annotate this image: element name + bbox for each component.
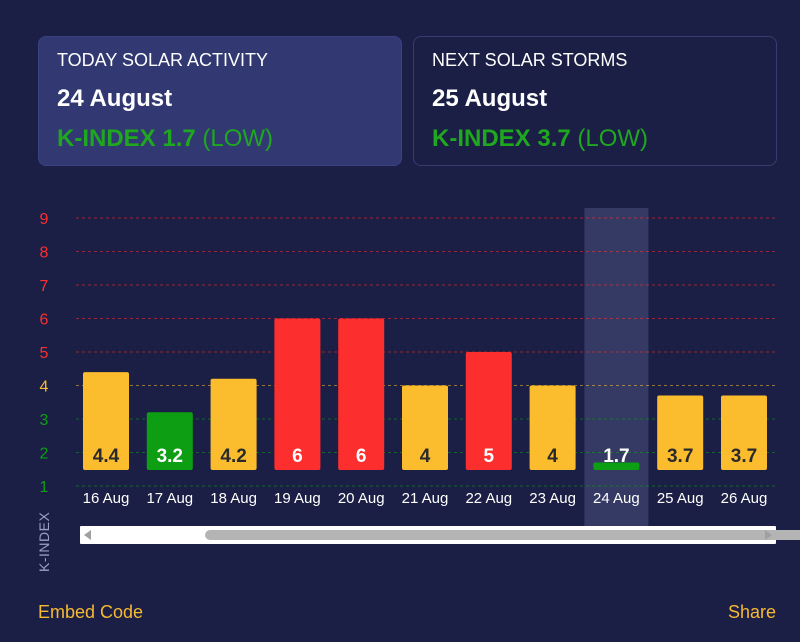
y-tick-label: 9 bbox=[40, 211, 49, 228]
next-card-level: (LOW) bbox=[577, 125, 649, 152]
bar-value-label: 6 bbox=[356, 446, 367, 467]
bar bbox=[146, 412, 193, 470]
next-solar-storms-card: NEXT SOLAR STORMS 25 August K-INDEX 3.7 … bbox=[413, 36, 777, 166]
today-solar-activity-card: TODAY SOLAR ACTIVITY 24 August K-INDEX 1… bbox=[38, 36, 402, 166]
today-card-kindex: K-INDEX 1.7 bbox=[57, 125, 196, 152]
bar-value-label: 4 bbox=[547, 446, 558, 467]
scroll-left-arrow-icon[interactable] bbox=[84, 530, 91, 540]
today-card-date: 24 August bbox=[57, 85, 173, 112]
scroll-thumb[interactable] bbox=[205, 530, 800, 540]
x-tick-label: 25 Aug bbox=[657, 490, 704, 507]
bar bbox=[465, 352, 512, 470]
bar-value-label: 3.7 bbox=[731, 446, 757, 467]
chart-scrollbar[interactable] bbox=[80, 526, 800, 544]
x-tick-label: 17 Aug bbox=[146, 490, 193, 507]
x-tick-label: 21 Aug bbox=[402, 490, 449, 507]
y-tick-label: 7 bbox=[40, 278, 49, 295]
bar bbox=[721, 395, 767, 470]
x-tick-label: 20 Aug bbox=[338, 490, 385, 507]
share-link[interactable]: Share bbox=[727, 602, 776, 622]
x-tick-label: 18 Aug bbox=[210, 490, 257, 507]
next-card-kindex-line: K-INDEX 3.7 (LOW) bbox=[432, 125, 758, 153]
highlight-column bbox=[584, 208, 649, 526]
y-tick-label: 8 bbox=[40, 245, 49, 262]
x-tick-label: 23 Aug bbox=[529, 490, 576, 507]
y-tick-label: 4 bbox=[40, 379, 49, 396]
next-card-date: 25 August bbox=[432, 85, 548, 112]
bar-value-label: 4.4 bbox=[93, 446, 120, 467]
y-tick-label: 5 bbox=[40, 345, 49, 362]
bar-value-label: 4.2 bbox=[220, 446, 246, 467]
x-tick-label: 22 Aug bbox=[465, 490, 512, 507]
bar bbox=[83, 372, 129, 470]
y-axis-label: K-INDEX bbox=[36, 511, 52, 572]
bar bbox=[338, 318, 385, 470]
bar-value-label: 6 bbox=[292, 446, 303, 467]
today-card-level: (LOW) bbox=[202, 125, 274, 152]
bar-value-label: 1.7 bbox=[603, 446, 629, 467]
scroll-right-arrow-icon[interactable] bbox=[765, 530, 772, 540]
bar-value-label: 5 bbox=[484, 446, 495, 467]
today-card-kindex-line: K-INDEX 1.7 (LOW) bbox=[57, 125, 383, 153]
bar-value-label: 3.2 bbox=[157, 446, 183, 467]
y-tick-label: 6 bbox=[40, 312, 49, 329]
x-tick-label: 16 Aug bbox=[83, 490, 130, 507]
y-tick-label: 1 bbox=[40, 479, 49, 496]
bar bbox=[657, 395, 704, 470]
bar-value-label: 3.7 bbox=[667, 446, 693, 467]
bar-value-label: 4 bbox=[420, 446, 431, 467]
y-tick-label: 2 bbox=[40, 446, 49, 463]
embed-code-link[interactable]: Embed Code bbox=[38, 602, 144, 622]
y-tick-label: 3 bbox=[40, 412, 49, 429]
bar bbox=[274, 318, 321, 470]
next-card-label: NEXT SOLAR STORMS bbox=[432, 50, 628, 70]
bar bbox=[210, 378, 257, 470]
next-card-kindex: K-INDEX 3.7 bbox=[432, 125, 571, 152]
bar bbox=[529, 385, 576, 470]
x-tick-label: 19 Aug bbox=[274, 490, 321, 507]
x-tick-label: 26 Aug bbox=[721, 490, 768, 507]
today-card-label: TODAY SOLAR ACTIVITY bbox=[57, 50, 269, 70]
bar bbox=[593, 462, 640, 470]
bar bbox=[402, 385, 448, 470]
x-tick-label: 24 Aug bbox=[593, 490, 640, 507]
